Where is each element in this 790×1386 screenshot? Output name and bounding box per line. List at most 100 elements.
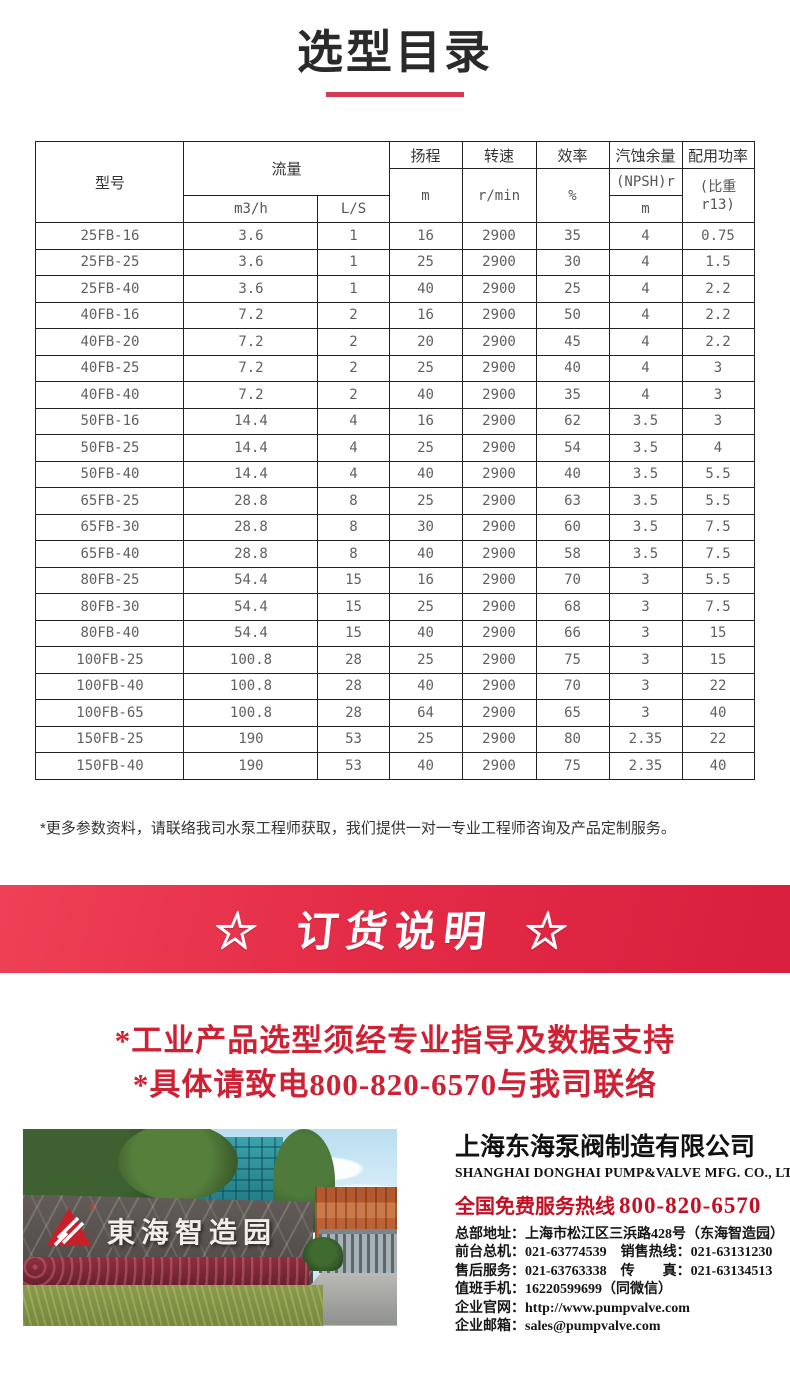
cell-model: 65FB-25	[35, 487, 185, 515]
cell-npsh: 3.5	[608, 434, 683, 462]
table-row: 50FB-16 14.4 4 16 2900 62 3.5 3	[35, 407, 755, 435]
cell-model: 80FB-25	[35, 566, 185, 594]
cell-speed: 2900	[461, 301, 537, 329]
cell-efficiency: 75	[535, 752, 610, 780]
cell-npsh: 4	[608, 301, 683, 329]
cell-head: 64	[388, 699, 463, 727]
cell-head: 25	[388, 725, 463, 753]
cell-head: 25	[388, 248, 463, 276]
cell-model: 150FB-25	[35, 725, 185, 753]
table-row: 65FB-30 28.8 8 30 2900 60 3.5 7.5	[35, 513, 755, 541]
cell-power: 2.2	[681, 275, 755, 303]
cell-power: 22	[681, 725, 755, 753]
cell-efficiency: 40	[535, 460, 610, 488]
contact-line: 售后服务：021-63763338 传 真：021-63134513	[455, 1263, 773, 1279]
cell-model: 25FB-40	[35, 275, 185, 303]
cell-flow-ls: 1	[317, 248, 390, 276]
company-footer: ® 東海智造园 上海东海泵阀制造有限公司 SHANGHAI DONGHAI PU…	[0, 1128, 790, 1337]
cell-speed: 2900	[461, 752, 537, 780]
cell-efficiency: 68	[535, 593, 610, 621]
cell-efficiency: 65	[535, 699, 610, 727]
banner-title: ☆ 订货说明 ☆	[212, 908, 577, 955]
cell-speed: 2900	[461, 248, 537, 276]
contact-line: 企业官网：http://www.pumpvalve.com	[455, 1300, 690, 1316]
table-row: 40FB-25 7.2 2 25 2900 40 4 3	[35, 354, 755, 382]
cell-model: 40FB-40	[35, 381, 185, 409]
cell-speed: 2900	[461, 699, 537, 727]
cell-power: 3	[681, 381, 755, 409]
cell-efficiency: 30	[535, 248, 610, 276]
cell-flow-ls: 2	[317, 381, 390, 409]
contact-line: 总部地址：上海市松江区三浜路428号（东海智造园）	[455, 1226, 784, 1242]
cell-speed: 2900	[461, 672, 537, 700]
table-row: 80FB-25 54.4 15 16 2900 70 3 5.5	[35, 566, 755, 594]
cell-efficiency: 66	[535, 619, 610, 647]
table-row: 65FB-40 28.8 8 40 2900 58 3.5 7.5	[35, 540, 755, 568]
cell-flow-m3h: 3.6	[183, 275, 319, 303]
cell-speed: 2900	[461, 566, 537, 594]
pump-selection-table: 型号 流量 扬程 转速 效率 汽蚀余量 配用功率 m r/min % (NPSH…	[35, 141, 755, 780]
cell-npsh: 2.35	[608, 725, 683, 753]
cell-model: 40FB-25	[35, 354, 185, 382]
table-body: 25FB-16 3.6 1 16 2900 35 4 0.75 25FB-25 …	[35, 222, 755, 780]
cell-head: 40	[388, 275, 463, 303]
cell-flow-m3h: 190	[183, 725, 319, 753]
cell-head: 40	[388, 752, 463, 780]
contact-line: 值班手机：16220599699（同微信）	[455, 1282, 672, 1297]
contact-line: 前台总机：021-63774539 销售热线：021-63131230	[455, 1245, 773, 1260]
cell-head: 25	[388, 354, 463, 382]
cell-model: 40FB-16	[35, 301, 185, 329]
unit-flow-m3h: m3/h	[183, 195, 319, 223]
table-row: 40FB-16 7.2 2 16 2900 50 4 2.2	[35, 301, 755, 329]
header-model: 型号	[35, 141, 185, 223]
cell-flow-m3h: 100.8	[183, 699, 319, 727]
cell-flow-m3h: 7.2	[183, 328, 319, 356]
hotline-number: 800-820-6570	[619, 1192, 762, 1218]
cell-head: 25	[388, 646, 463, 674]
cell-efficiency: 63	[535, 487, 610, 515]
cell-flow-ls: 8	[317, 487, 390, 515]
cell-power: 5.5	[681, 460, 755, 488]
cell-power: 1.5	[681, 248, 755, 276]
unit-npsh-m: m	[608, 195, 683, 223]
cell-head: 40	[388, 540, 463, 568]
cell-flow-m3h: 14.4	[183, 434, 319, 462]
cell-power: 7.5	[681, 540, 755, 568]
cell-npsh: 3.5	[608, 540, 683, 568]
cell-power: 5.5	[681, 487, 755, 515]
cell-model: 65FB-30	[35, 513, 185, 541]
cell-npsh: 3.5	[608, 407, 683, 435]
cell-flow-m3h: 54.4	[183, 566, 319, 594]
cell-efficiency: 58	[535, 540, 610, 568]
cell-flow-m3h: 28.8	[183, 513, 319, 541]
cell-flow-ls: 1	[317, 275, 390, 303]
cell-speed: 2900	[461, 513, 537, 541]
cell-model: 50FB-25	[35, 434, 185, 462]
cell-efficiency: 54	[535, 434, 610, 462]
cell-npsh: 3	[608, 566, 683, 594]
cell-speed: 2900	[461, 381, 537, 409]
cell-flow-m3h: 54.4	[183, 619, 319, 647]
cell-model: 40FB-20	[35, 328, 185, 356]
cell-efficiency: 40	[535, 354, 610, 382]
cell-flow-m3h: 14.4	[183, 407, 319, 435]
factory-entrance-photo: ® 東海智造园	[23, 1128, 397, 1326]
company-name-en: SHANGHAI DONGHAI PUMP&VALVE MFG. CO., LT…	[455, 1164, 790, 1180]
unit-speed-rmin: r/min	[461, 168, 537, 223]
cell-npsh: 2.35	[608, 752, 683, 780]
cell-flow-m3h: 100.8	[183, 672, 319, 700]
cell-flow-m3h: 28.8	[183, 487, 319, 515]
cell-speed: 2900	[461, 540, 537, 568]
cell-head: 25	[388, 434, 463, 462]
table-row: 40FB-20 7.2 2 20 2900 45 4 2.2	[35, 328, 755, 356]
cell-speed: 2900	[461, 275, 537, 303]
hotline-label: 全国免费服务热线	[455, 1195, 615, 1218]
trees-middle	[118, 1128, 238, 1201]
cell-speed: 2900	[461, 222, 537, 250]
page-title: 选型目录	[297, 26, 493, 78]
cell-model: 50FB-16	[35, 407, 185, 435]
cell-power: 2.2	[681, 328, 755, 356]
table-row: 100FB-65 100.8 28 64 2900 65 3 40	[35, 699, 755, 727]
cell-head: 20	[388, 328, 463, 356]
